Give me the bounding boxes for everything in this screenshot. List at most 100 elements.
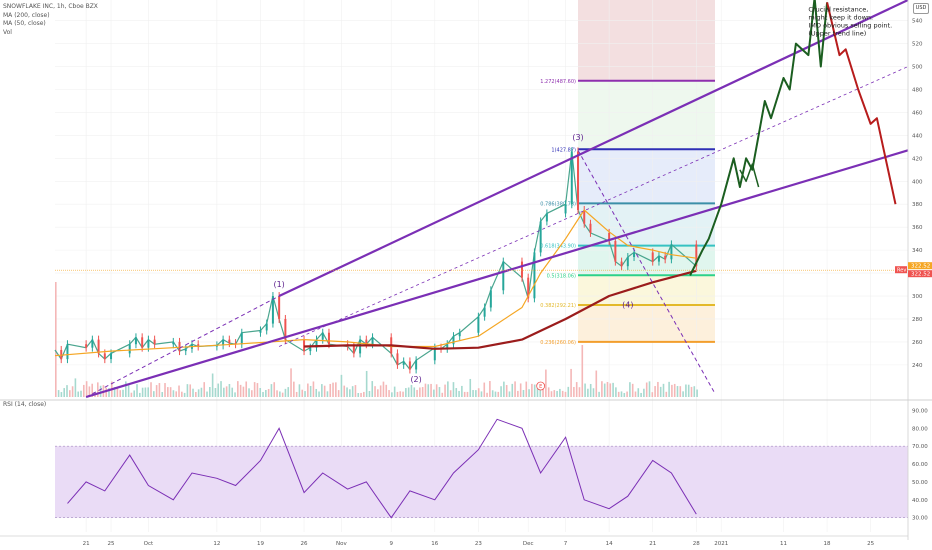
candle-body (570, 151, 573, 205)
volume-bar (539, 383, 542, 397)
volume-bar (374, 386, 376, 397)
legend-ma200: MA (200, close) (3, 11, 50, 19)
earnings-marker-label: E (539, 384, 542, 390)
currency-button[interactable]: USD (913, 3, 929, 14)
volume-bar (505, 385, 508, 397)
volume-bar (606, 381, 609, 397)
volume-bar (265, 389, 267, 397)
volume-bar (211, 373, 214, 397)
candle-body (633, 252, 636, 258)
volume-bar (553, 390, 556, 397)
volume-bar (634, 391, 637, 397)
volume-bar (351, 386, 354, 397)
volume-bar (63, 388, 66, 397)
candle-body (433, 347, 436, 361)
candle-body (110, 353, 113, 360)
volume-bar (85, 381, 88, 397)
volume-bar (629, 382, 631, 397)
legend-ma50: MA (50, close) (3, 20, 46, 27)
volume-bar (71, 386, 74, 397)
volume-bar (438, 387, 441, 397)
candle-body (564, 204, 567, 214)
volume-bar (66, 385, 68, 397)
rsi-tick-label: 30.00 (912, 516, 928, 522)
time-tick-label: 7 (564, 541, 568, 547)
volume-bar (127, 384, 130, 397)
volume-bar (209, 387, 211, 397)
volume-bar (312, 381, 315, 397)
volume-bar (480, 391, 483, 397)
volume-bar (220, 381, 222, 397)
volume-bar (343, 385, 346, 397)
volume-bar (657, 381, 659, 397)
time-tick-label: 14 (606, 541, 613, 547)
volume-bar (584, 383, 586, 397)
volume-bar (301, 389, 304, 397)
volume-bar (318, 391, 320, 397)
candle-body (695, 244, 698, 267)
volume-bar (508, 391, 511, 397)
volume-bar (214, 388, 217, 397)
candle-body (577, 151, 580, 210)
volume-bar (125, 381, 127, 397)
volume-bar (687, 384, 690, 397)
volume-bar (231, 387, 234, 397)
volume-bar (239, 384, 242, 397)
volume-bar (556, 390, 558, 397)
candle-body (620, 261, 623, 267)
candle-body (477, 316, 480, 333)
volume-bar (161, 392, 164, 397)
volume-bar (620, 391, 623, 397)
price-tick-label: 420 (912, 156, 923, 162)
candle-body (483, 307, 486, 317)
volume-bar (340, 374, 343, 397)
volume-bar (659, 386, 662, 397)
volume-bar (545, 369, 547, 397)
candle-body (664, 255, 667, 260)
volume-bar (130, 392, 133, 397)
candle-body (415, 360, 418, 370)
legend-vol: Vol (3, 28, 12, 36)
volume-bar (427, 384, 430, 397)
volume-bar (371, 381, 374, 397)
volume-bar (281, 392, 284, 397)
volume-bar (640, 392, 642, 397)
volume-bar (186, 384, 189, 397)
volume-bar (360, 392, 362, 397)
price-tick-label: 540 (912, 19, 923, 25)
candle-body (278, 296, 281, 319)
volume-bar (357, 392, 360, 397)
volume-bar (197, 389, 200, 397)
volume-bar (119, 390, 122, 397)
volume-bar (57, 390, 60, 397)
fib-band (578, 0, 715, 81)
rsi-tick-label: 70.00 (912, 444, 928, 450)
price-tag-last (908, 270, 932, 278)
fib-band (578, 203, 715, 246)
volume-bar (489, 381, 491, 397)
price-tick-label: 460 (912, 110, 923, 116)
annotation-line: Crucial resistance, (808, 5, 868, 13)
volume-bar (223, 387, 225, 397)
candle-body (66, 344, 69, 360)
price-tick-label: 400 (912, 179, 923, 185)
volume-bar (315, 388, 318, 397)
volume-bar (598, 391, 600, 397)
volume-bar (419, 387, 421, 397)
candle-body (446, 344, 449, 349)
volume-bar (346, 387, 348, 397)
volume-bar (228, 383, 231, 397)
volume-bar (623, 392, 626, 397)
candle-body (303, 339, 306, 352)
price-tick-label: 380 (912, 202, 923, 208)
volume-bar (237, 381, 239, 397)
time-tick-label: 16 (431, 541, 438, 547)
volume-bar (307, 383, 309, 397)
candle-body (365, 339, 368, 345)
volume-bar (511, 383, 514, 397)
time-tick-label: 21 (649, 541, 656, 547)
time-tick-label: Dec (523, 541, 534, 547)
time-tick-label: 25 (867, 541, 874, 547)
volume-bar (475, 390, 477, 397)
